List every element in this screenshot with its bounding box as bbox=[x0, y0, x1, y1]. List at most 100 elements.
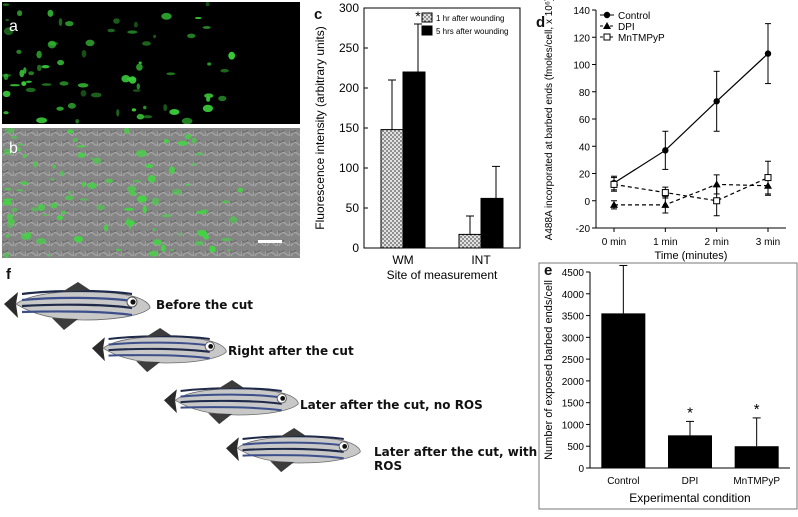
fluorescent-cell bbox=[124, 207, 134, 211]
x-tick-label: 3 min bbox=[756, 237, 780, 248]
legend-label: 1 hr after wounding bbox=[436, 14, 505, 23]
x-tick-label: 1 min bbox=[653, 237, 677, 248]
fluorescent-cell bbox=[191, 163, 197, 166]
fluorescent-cell bbox=[19, 181, 29, 185]
fish-label-right-after-cut: Right after the cut bbox=[228, 344, 354, 358]
fluorescent-cell bbox=[128, 76, 137, 84]
fluorescent-cell bbox=[92, 157, 102, 165]
fluorescent-cell bbox=[22, 154, 27, 159]
legend-marker bbox=[603, 11, 611, 19]
exposed-barbed-ends-bar-chart: 0 500 1000 1500 2000 2500 3000 3500 4000 4500 Cont… bbox=[538, 262, 798, 510]
fish-label-no-ros: Later after the cut, no ROS bbox=[300, 398, 483, 412]
fish-label-before-cut: Before the cut bbox=[156, 298, 253, 312]
fluorescent-cell bbox=[41, 65, 50, 69]
bar bbox=[668, 435, 712, 468]
y-tick-label: 250 bbox=[339, 41, 359, 55]
legend-label: Control bbox=[618, 11, 650, 22]
fluorescent-cell bbox=[2, 90, 11, 98]
fluorescent-cell bbox=[59, 81, 69, 86]
legend-label: 5 hrs after wounding bbox=[436, 27, 509, 36]
fluorescent-cell bbox=[126, 185, 137, 193]
fluorescent-cell bbox=[64, 195, 74, 201]
fluorescent-cell bbox=[5, 234, 10, 238]
barbed-ends-line-chart: -20 0 20 40 60 80 100 120 140 0 min 1 min 2 min 3 mi… bbox=[544, 0, 786, 262]
fluorescent-cell bbox=[5, 18, 9, 22]
fluorescent-cell bbox=[148, 250, 159, 257]
bar bbox=[458, 233, 482, 249]
y-tick-label: 40 bbox=[579, 142, 591, 153]
fluorescent-cell bbox=[136, 149, 147, 158]
dic-background bbox=[2, 128, 300, 258]
y-tick-label: 1000 bbox=[562, 420, 585, 431]
fluorescent-cell bbox=[227, 249, 231, 252]
fluorescent-cell bbox=[73, 236, 84, 243]
zebrafish-icon bbox=[226, 428, 361, 473]
fluorescent-cell bbox=[41, 83, 52, 86]
y-axis-label: Number of exposed barbed ends/cell bbox=[543, 280, 555, 460]
fluorescent-cell bbox=[203, 235, 210, 240]
fluorescent-cell bbox=[153, 239, 162, 246]
fluorescent-cell bbox=[3, 27, 14, 36]
y-tick-label: 200 bbox=[339, 81, 359, 95]
y-tick-label: 60 bbox=[579, 115, 591, 126]
zebrafish-icon bbox=[4, 282, 151, 330]
zebrafish-icon bbox=[92, 328, 227, 373]
fluorescent-cell bbox=[161, 12, 172, 20]
fluorescent-cell bbox=[2, 73, 12, 77]
y-tick-label: 4500 bbox=[562, 268, 585, 279]
fluorescent-cell bbox=[33, 161, 38, 168]
y-tick-label: 100 bbox=[339, 161, 359, 175]
y-tick-label: 4000 bbox=[562, 290, 585, 301]
fluorescent-cell bbox=[194, 17, 202, 19]
x-tick-label: Control bbox=[607, 476, 639, 487]
fluorescent-cell bbox=[142, 205, 147, 214]
y-tick-label: 2000 bbox=[562, 377, 585, 388]
fluorescence-bar-chart: 0 50 100 150 200 250 300 WM INT * 1 hr after wound… bbox=[313, 1, 521, 282]
bar bbox=[601, 313, 646, 468]
fluorescent-cell bbox=[37, 64, 42, 72]
x-tick-label: MnTMPyP bbox=[733, 476, 780, 487]
fluorescent-cell bbox=[163, 104, 168, 112]
fluorescent-cell bbox=[137, 195, 148, 203]
fluorescent-cell bbox=[171, 188, 182, 196]
fluorescent-cell bbox=[168, 166, 175, 174]
significance-marker: * bbox=[754, 401, 760, 418]
legend-marker bbox=[603, 33, 611, 41]
fluorescent-cell bbox=[25, 231, 32, 240]
fluorescent-cell bbox=[67, 102, 76, 109]
x-axis-label: Time (minutes) bbox=[655, 250, 728, 262]
y-tick-label: 140 bbox=[573, 6, 590, 17]
fluorescent-cell bbox=[113, 18, 120, 24]
fluorescent-cell bbox=[170, 248, 174, 252]
micrograph-merged: b bbox=[2, 128, 300, 258]
y-tick-label: 0 bbox=[584, 197, 590, 208]
fluorescent-cell bbox=[153, 34, 157, 39]
fluorescent-cell bbox=[3, 148, 13, 156]
fluorescent-cell bbox=[17, 147, 21, 152]
fluorescent-cell bbox=[169, 109, 180, 115]
fluorescent-cell bbox=[129, 191, 137, 196]
fluorescent-cell bbox=[237, 187, 243, 193]
fluorescent-cell bbox=[151, 197, 160, 206]
fluorescent-cell bbox=[185, 183, 190, 186]
fluorescent-cell bbox=[116, 109, 120, 117]
fluorescent-cell bbox=[87, 182, 97, 189]
series-line bbox=[613, 177, 769, 202]
fluorescent-cell bbox=[181, 117, 193, 124]
zebrafish-drawings bbox=[4, 282, 361, 473]
fluorescent-cell bbox=[107, 28, 115, 33]
fluorescent-cell bbox=[205, 2, 210, 7]
fluorescent-cell bbox=[187, 33, 196, 39]
fluorescent-cell bbox=[25, 87, 36, 93]
fluorescent-cell bbox=[161, 214, 172, 218]
y-tick-label: 150 bbox=[339, 121, 359, 135]
fluorescent-cell bbox=[56, 215, 64, 221]
panel-letter-a: a bbox=[9, 18, 18, 35]
fluorescent-cell bbox=[144, 164, 154, 168]
fluorescent-cell bbox=[81, 50, 87, 58]
series-line bbox=[613, 53, 769, 184]
fluorescent-cell bbox=[79, 198, 88, 201]
fluorescent-cell bbox=[147, 175, 156, 183]
fluorescent-cell bbox=[126, 217, 131, 225]
bar bbox=[380, 129, 404, 249]
